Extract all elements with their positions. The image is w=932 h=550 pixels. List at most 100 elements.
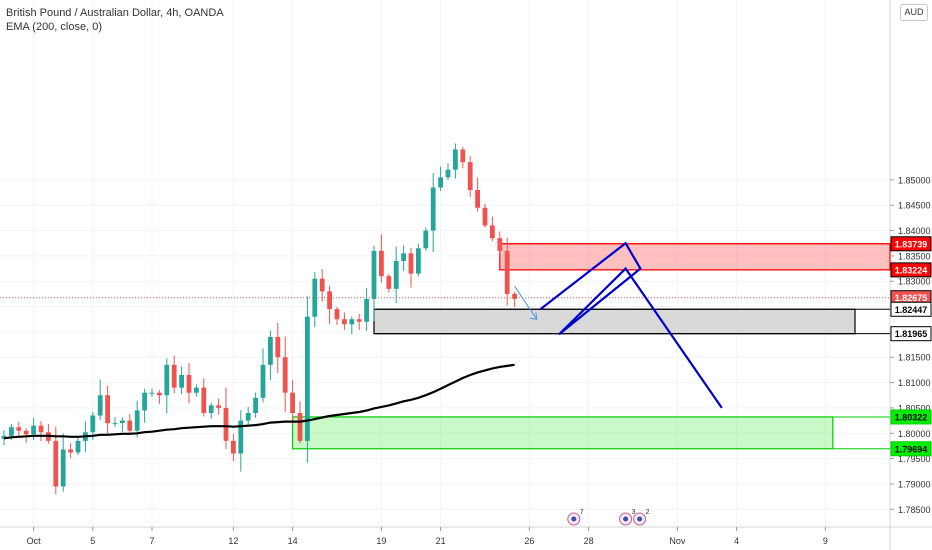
- candle-body: [349, 319, 355, 325]
- price-label-green: 1.79694: [890, 441, 932, 457]
- price-labels: 1.83739 1.83224 1.82675 1.82447 1.81965 1.803…: [890, 236, 932, 457]
- symbol-title: British Pound / Australian Dollar, 4h, O…: [6, 7, 224, 19]
- candle: [282, 336, 288, 413]
- candle: [490, 216, 495, 242]
- x-tick-label: 14: [288, 536, 298, 546]
- candle-body: [38, 425, 44, 433]
- candle: [105, 386, 110, 435]
- indicator-label: EMA (200, close, 0): [6, 21, 102, 33]
- candle-body: [445, 169, 451, 178]
- candle-body: [290, 392, 295, 413]
- price-label-green: 1.80322: [890, 409, 932, 425]
- candle: [305, 296, 310, 463]
- candle: [142, 388, 147, 423]
- x-tick-label: Oct: [27, 536, 42, 546]
- candle-body: [75, 440, 81, 453]
- candle: [75, 436, 81, 456]
- y-tick-label: 1.79000: [898, 479, 931, 489]
- candle-body: [149, 392, 155, 394]
- candle: [112, 417, 118, 427]
- price-label-text: 1.81965: [895, 329, 928, 339]
- event-markers: 7 3 2: [567, 509, 650, 526]
- small-arrow-head: [529, 312, 538, 320]
- price-label-red: 1.83224: [890, 262, 932, 278]
- candle-body: [327, 291, 332, 310]
- candle-body: [201, 387, 207, 413]
- candle-body: [171, 364, 177, 388]
- price-label-box: [890, 301, 932, 317]
- candle-body: [408, 253, 414, 274]
- red-supply-zone: [499, 243, 891, 271]
- candle-body: [497, 238, 503, 251]
- candle-body: [238, 420, 244, 454]
- candle-body: [423, 230, 429, 249]
- candle-body: [186, 374, 192, 393]
- candle-body: [342, 319, 347, 325]
- currency-button[interactable]: AUD: [900, 4, 928, 21]
- candle: [38, 421, 44, 442]
- candle-body: [127, 420, 133, 431]
- price-label-box: [890, 441, 932, 457]
- candle: [290, 380, 295, 425]
- candle-body: [208, 405, 214, 413]
- event-marker: 3: [619, 509, 636, 526]
- candle-body: [275, 336, 281, 358]
- candle: [223, 387, 229, 450]
- event-flag-dot: [571, 516, 577, 522]
- y-tick-label: 1.81000: [898, 378, 931, 388]
- candle: [120, 417, 125, 433]
- candle-body: [490, 225, 495, 239]
- x-tick-label: 12: [228, 536, 238, 546]
- candle: [186, 362, 192, 404]
- y-tick-label: 1.80000: [898, 429, 931, 439]
- candle-body: [23, 430, 29, 435]
- candle-body: [371, 250, 377, 299]
- candle: [379, 234, 384, 283]
- candle: [453, 143, 458, 179]
- candle-body: [260, 364, 266, 398]
- x-tick-label: 5: [90, 536, 95, 546]
- price-label-text: 1.83739: [895, 239, 928, 249]
- candle-body: [16, 427, 22, 431]
- candle: [408, 248, 414, 288]
- candle-body: [60, 449, 66, 487]
- x-tick-label: 21: [436, 536, 446, 546]
- candle: [497, 231, 503, 255]
- candle-body: [31, 425, 36, 435]
- candle-body: [282, 357, 288, 393]
- candle: [342, 312, 347, 330]
- small-arrow-line: [514, 286, 538, 320]
- price-label-box: [890, 236, 932, 252]
- candle-body: [112, 423, 118, 425]
- candle-body: [453, 149, 458, 170]
- candle: [268, 330, 273, 381]
- green-demand-zone: [292, 416, 834, 450]
- candle-body: [416, 248, 421, 274]
- candle: [275, 322, 281, 374]
- candle-body: [379, 250, 384, 277]
- candle: [460, 146, 466, 169]
- event-count: 7: [580, 509, 584, 516]
- x-tick-label: 9: [823, 536, 828, 546]
- candle: [438, 166, 443, 191]
- candle: [260, 348, 266, 403]
- candle-body: [334, 309, 340, 320]
- candle: [16, 421, 22, 437]
- candle: [475, 177, 480, 212]
- x-tick-label: 28: [584, 536, 594, 546]
- candle: [238, 410, 244, 472]
- candle-body: [430, 187, 436, 231]
- ema-200-line: [3, 363, 515, 440]
- grey-support-zone: [373, 308, 856, 335]
- candle: [430, 172, 436, 252]
- candle: [216, 398, 221, 415]
- candle: [245, 406, 251, 427]
- candle-body: [134, 410, 140, 431]
- projection-path: [539, 241, 723, 409]
- event-marker: 7: [567, 509, 584, 526]
- candle: [46, 423, 51, 444]
- candle: [364, 288, 369, 331]
- price-label-text: 1.83224: [895, 265, 928, 275]
